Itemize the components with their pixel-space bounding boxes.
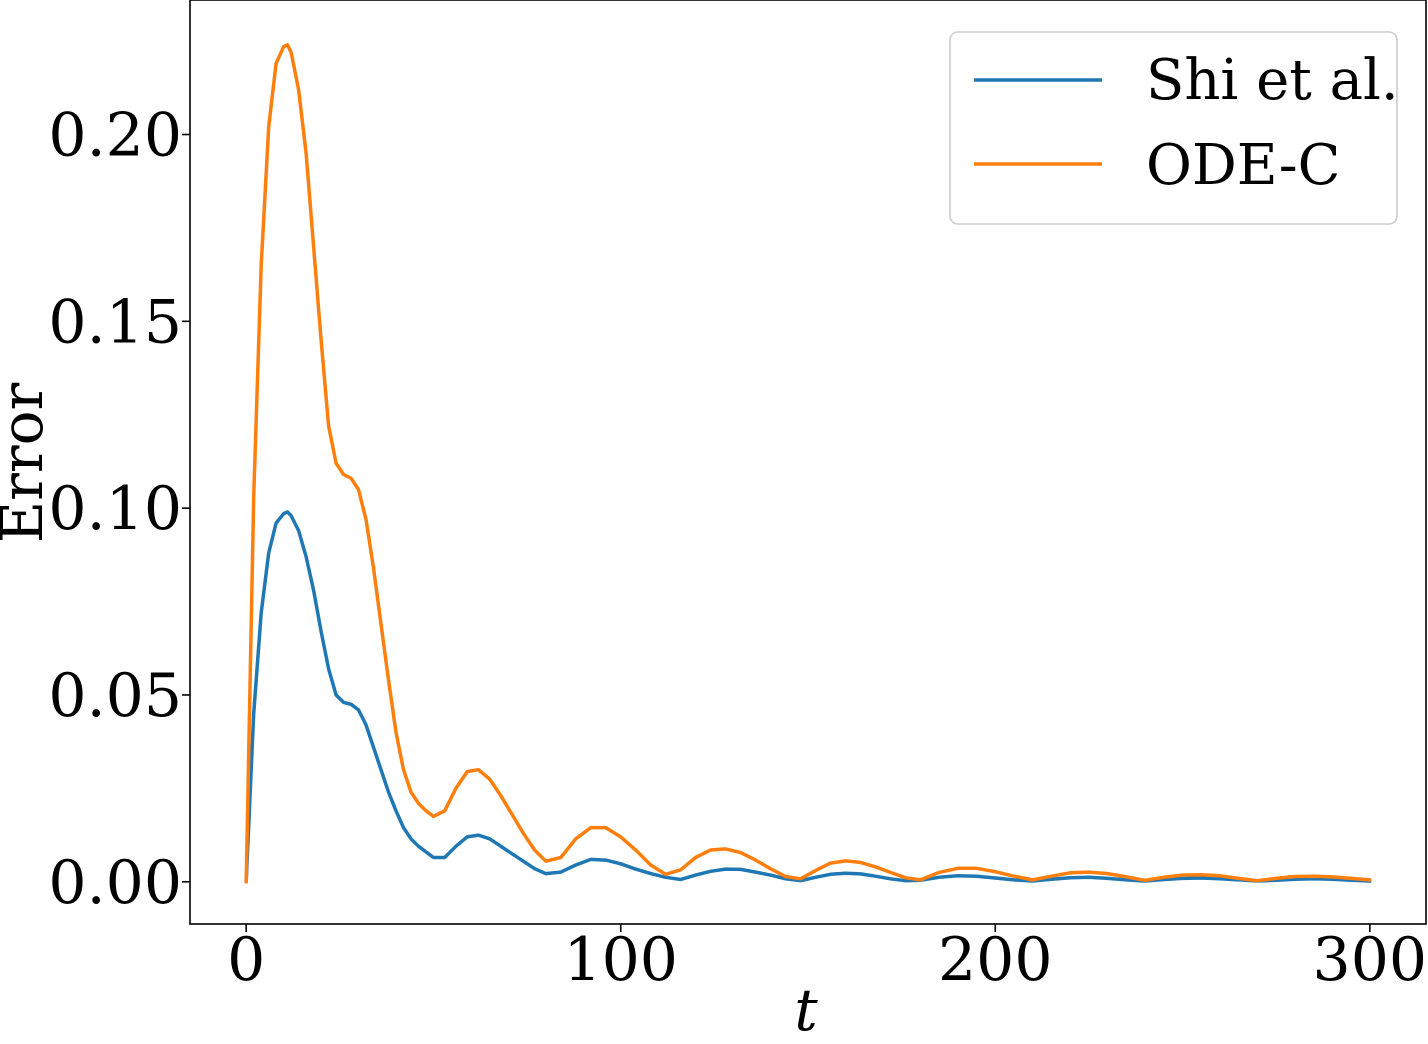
y-tick-label: 0.20: [48, 101, 182, 171]
series-layer: [244, 43, 1372, 884]
x-tick-label: 0: [227, 925, 265, 995]
x-tick-label: 300: [1313, 925, 1428, 995]
x-tick-label: 100: [563, 925, 678, 995]
series-line-ode-c: [244, 43, 1372, 884]
legend-label-ode-c: ODE-C: [1146, 133, 1341, 198]
y-axis-label: Error: [0, 383, 56, 544]
x-axis-ticks: 0 100 200 300: [227, 924, 1427, 995]
y-tick-label: 0.15: [48, 287, 182, 357]
y-tick-label: 0.10: [48, 474, 182, 544]
plot-frame: [189, 0, 1427, 925]
x-tick-label: 200: [938, 925, 1053, 995]
legend-label-shi: Shi et al.: [1146, 48, 1399, 113]
legend: Shi et al. ODE-C: [949, 31, 1399, 225]
series-line-shi-et-al: [244, 510, 1372, 884]
y-tick-label: 0.00: [48, 848, 182, 918]
y-tick-label: 0.05: [48, 661, 182, 731]
x-axis-label: t: [794, 976, 818, 1044]
y-axis-ticks: 0.00 0.05 0.10 0.15 0.20: [48, 101, 190, 918]
